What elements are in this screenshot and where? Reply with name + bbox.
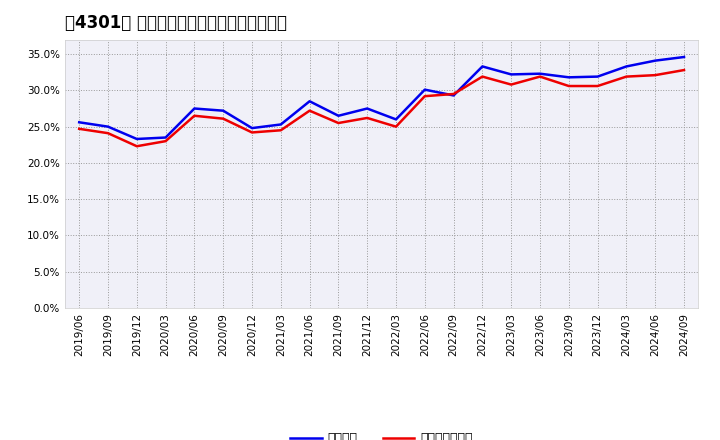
固定比率 — [392, 117, 400, 122]
固定比率 — [248, 125, 256, 131]
固定長期適合率 — [680, 67, 688, 73]
固定長期適合率 — [478, 74, 487, 79]
固定長期適合率 — [190, 113, 199, 118]
固定長期適合率 — [363, 115, 372, 121]
固定比率 — [75, 120, 84, 125]
固定長期適合率 — [334, 121, 343, 126]
固定長期適合率 — [507, 82, 516, 87]
固定長期適合率 — [420, 94, 429, 99]
固定比率 — [622, 64, 631, 69]
固定比率 — [334, 113, 343, 118]
固定長期適合率 — [622, 74, 631, 79]
固定比率 — [420, 87, 429, 92]
固定比率 — [161, 135, 170, 140]
Line: 固定長期適合率: 固定長期適合率 — [79, 70, 684, 146]
固定長期適合率 — [564, 84, 573, 89]
固定比率 — [680, 55, 688, 60]
固定比率 — [363, 106, 372, 111]
固定比率 — [219, 108, 228, 114]
Legend: 固定比率, 固定長期適合率: 固定比率, 固定長期適合率 — [285, 427, 478, 440]
固定比率 — [507, 72, 516, 77]
固定比率 — [276, 122, 285, 127]
固定比率 — [593, 74, 602, 79]
固定比率 — [190, 106, 199, 111]
固定長期適合率 — [161, 139, 170, 144]
Line: 固定比率: 固定比率 — [79, 57, 684, 139]
固定長期適合率 — [305, 108, 314, 114]
固定長期適合率 — [248, 130, 256, 135]
固定長期適合率 — [75, 126, 84, 132]
固定長期適合率 — [536, 74, 544, 79]
固定長期適合率 — [449, 92, 458, 97]
固定比率 — [651, 58, 660, 63]
固定長期適合率 — [651, 73, 660, 78]
固定長期適合率 — [219, 116, 228, 121]
固定比率 — [449, 93, 458, 98]
固定長期適合率 — [132, 143, 141, 149]
固定比率 — [132, 136, 141, 142]
固定比率 — [104, 124, 112, 129]
固定比率 — [305, 99, 314, 104]
固定比率 — [478, 64, 487, 69]
固定長期適合率 — [593, 84, 602, 89]
固定比率 — [564, 75, 573, 80]
Text: ［4301］ 固定比率、固定長期適合率の推移: ［4301］ 固定比率、固定長期適合率の推移 — [65, 15, 287, 33]
固定長期適合率 — [104, 131, 112, 136]
固定比率 — [536, 71, 544, 76]
固定長期適合率 — [392, 124, 400, 129]
固定長期適合率 — [276, 128, 285, 133]
